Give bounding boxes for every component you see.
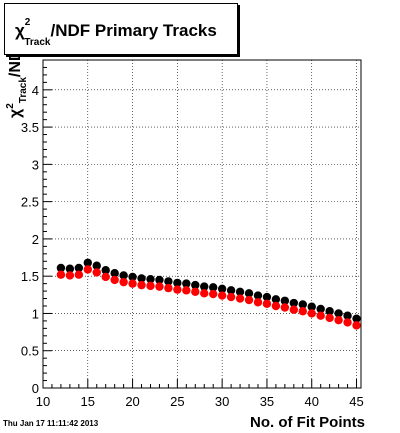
data-point [343,318,352,327]
data-point [119,277,128,287]
data-point [56,263,66,273]
data-point [173,278,182,288]
data-point [226,292,236,302]
data-point [110,275,119,285]
data-point [280,296,290,305]
x-tick-label: 20 [125,394,139,409]
data-point [191,280,200,290]
svg-text:χ2Track/NDF Primary Tracks: χ2 Track/NDF Primary Tracks [15,17,217,48]
data-point [352,314,361,323]
data-point [74,270,84,279]
y-tick-label: 0 [32,381,39,396]
data-point [182,279,191,288]
data-point [307,309,316,318]
data-point [65,271,75,280]
data-point [253,291,263,300]
data-point [298,307,307,316]
data-point [235,294,245,303]
y-tick-label: 0.5 [21,344,39,359]
data-points [56,258,361,330]
data-point [262,299,272,308]
data-point [137,274,146,283]
data-point [83,258,92,267]
timestamp-footer: Thu Jan 17 11:11:42 2013 [3,419,99,428]
x-tick-label: 25 [170,394,184,409]
data-point [289,305,299,314]
x-tick-label: 15 [81,394,95,409]
x-tick-label: 45 [349,394,363,409]
data-point [74,263,84,273]
x-tick-label: 35 [260,394,274,409]
chart-title-box: χ2 Track/NDF Primary Tracks [4,3,238,55]
data-point [65,264,75,273]
data-point [244,295,254,305]
data-point [217,291,227,300]
data-point [137,280,146,290]
data-point [173,285,182,294]
data-point [316,304,325,314]
data-point [182,286,191,295]
chart-title: χ2 Track/NDF Primary Tracks [15,17,217,48]
data-point [334,309,343,318]
data-point [307,302,316,311]
data-point [110,269,119,278]
data-point [128,279,137,288]
data-point [146,274,155,284]
data-point [119,271,128,280]
x-tick-label: 30 [215,394,229,409]
y-tick-label: 1.5 [21,269,39,284]
data-point [262,292,272,302]
data-point [164,277,173,286]
data-point [164,283,173,293]
data-point [226,286,236,295]
data-point [325,313,334,323]
data-point [298,300,307,309]
data-point [271,295,281,304]
data-point [208,283,218,292]
data-point [334,315,343,325]
data-point [191,287,200,297]
data-point [280,303,290,312]
data-point [343,311,352,320]
data-point [253,298,263,307]
data-point [128,272,137,282]
data-point [271,301,281,311]
axes: 10 15 20 25 30 35 40 45 0 0.5 1 1.5 2 2.5 3 3.5 4 [21,59,364,409]
y-tick-label: 4 [32,83,39,98]
y-tick-label: 2 [32,232,39,247]
data-point [352,321,361,330]
data-point [155,282,164,291]
data-point [325,307,334,316]
data-point [101,266,110,275]
x-tick-label: 40 [304,394,318,409]
y-tick-label: 3 [32,157,39,172]
data-point [316,311,325,320]
data-point [289,298,299,308]
y-tick-label: 1 [32,306,39,321]
data-point [101,272,110,282]
data-point [208,289,218,299]
data-point [56,270,66,279]
data-point [200,289,209,298]
x-axis-label: No. of Fit Points [250,414,365,431]
plot-frame [42,59,362,389]
grid [42,60,361,388]
data-point [217,284,227,294]
y-tick-label: 2.5 [21,195,39,210]
y-tick-label: 3.5 [21,120,39,135]
data-point [146,281,155,291]
data-point [200,282,209,291]
data-point [244,289,254,298]
x-tick-label: 10 [36,394,50,409]
data-point [155,275,164,285]
data-point [92,261,101,270]
data-point [92,268,101,277]
data-point [235,287,245,297]
data-point [83,265,92,274]
